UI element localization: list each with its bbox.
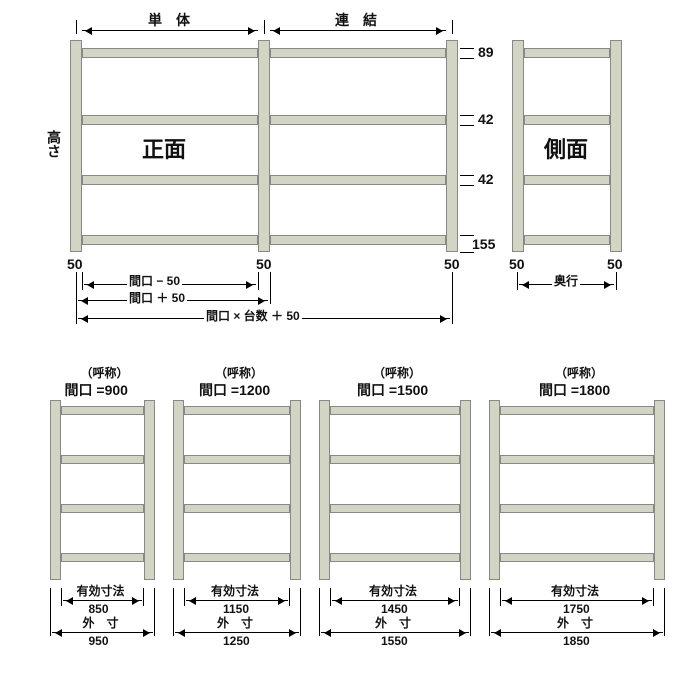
opening-label: 間口 =1500 <box>357 380 428 400</box>
unit-shelf <box>319 400 471 580</box>
eff-label: 有効寸法 <box>77 582 125 599</box>
dim-42b: 42 <box>478 171 494 187</box>
eff-label: 有効寸法 <box>369 582 417 599</box>
eff-dim <box>63 600 142 601</box>
label-joint: 連 結 <box>335 10 377 30</box>
label-depth: 奥行 <box>552 272 580 289</box>
eff-label: 有効寸法 <box>551 582 599 599</box>
formula-total: 間口 × 台数 ＋ 50 <box>204 307 302 324</box>
unit-shelf <box>173 400 301 580</box>
nominal-label: （呼称） <box>373 364 421 381</box>
dim-50-1: 50 <box>67 256 83 272</box>
formula-plus: 間口 ＋ 50 <box>127 289 187 306</box>
front-shelf <box>70 40 458 252</box>
out-dim <box>491 632 663 633</box>
dim-50-3: 50 <box>444 256 460 272</box>
eff-dim <box>186 600 288 601</box>
eff-dim <box>502 600 652 601</box>
dim-50-5: 50 <box>607 256 623 272</box>
dim-89: 89 <box>478 44 494 60</box>
opening-label: 間口 =1200 <box>199 380 270 400</box>
out-dim <box>52 632 153 633</box>
opening-label: 間口 =1800 <box>539 380 610 400</box>
out-label: 外 寸 <box>217 614 253 631</box>
out-val: 1550 <box>381 634 408 648</box>
dim-joint <box>270 30 446 31</box>
dim-50-2: 50 <box>256 256 272 272</box>
label-height: 高さ <box>44 130 64 158</box>
dim-single <box>82 30 258 31</box>
label-single: 単 体 <box>148 10 190 30</box>
label-side: 側面 <box>544 132 588 164</box>
dim-50-4: 50 <box>509 256 525 272</box>
nominal-label: （呼称） <box>215 364 263 381</box>
dim-155: 155 <box>472 236 495 252</box>
out-label: 外 寸 <box>83 614 119 631</box>
nominal-label: （呼称） <box>81 364 129 381</box>
out-dim <box>321 632 469 633</box>
nominal-label: （呼称） <box>555 364 603 381</box>
out-dim <box>175 632 299 633</box>
out-label: 外 寸 <box>375 614 411 631</box>
out-val: 1850 <box>563 634 590 648</box>
opening-label: 間口 =900 <box>65 380 128 400</box>
eff-label: 有効寸法 <box>211 582 259 599</box>
out-label: 外 寸 <box>557 614 593 631</box>
label-front: 正面 <box>142 132 186 164</box>
formula-minus: 間口 − 50 <box>127 272 182 289</box>
unit-shelf <box>489 400 665 580</box>
out-val: 950 <box>89 634 109 648</box>
unit-shelf <box>50 400 155 580</box>
eff-dim <box>332 600 458 601</box>
dim-42a: 42 <box>478 111 494 127</box>
out-val: 1250 <box>223 634 250 648</box>
